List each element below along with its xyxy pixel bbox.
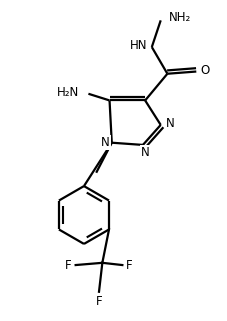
Text: F: F — [64, 258, 71, 272]
Text: O: O — [199, 64, 208, 77]
Text: N: N — [140, 146, 149, 159]
Text: F: F — [95, 295, 102, 308]
Text: N: N — [165, 117, 174, 130]
Text: N: N — [100, 136, 109, 149]
Text: HN: HN — [130, 39, 147, 52]
Text: NH₂: NH₂ — [168, 11, 190, 23]
Text: H₂N: H₂N — [57, 86, 79, 99]
Text: F: F — [126, 258, 132, 272]
